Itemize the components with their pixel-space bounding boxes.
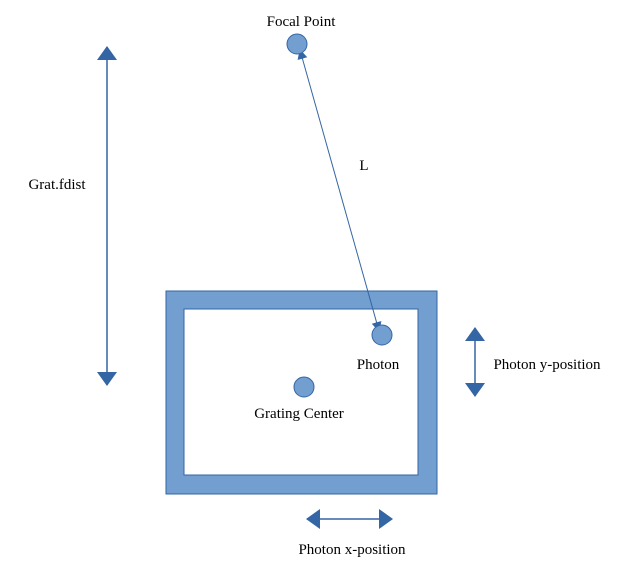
photon-circle <box>371 324 393 346</box>
l-label: L <box>359 158 368 174</box>
focal-point-circle <box>286 33 308 55</box>
grating-center-circle <box>293 376 315 398</box>
l-arrow <box>297 49 382 332</box>
focal-point-label: Focal Point <box>267 14 337 30</box>
photon-x-position-label: Photon x-position <box>298 542 406 558</box>
grating-center-label: Grating Center <box>254 406 344 422</box>
grat-fdist-label: Grat.fdist <box>28 177 86 193</box>
photon-y-position-label: Photon y-position <box>493 357 601 373</box>
photon-label: Photon <box>357 357 400 373</box>
